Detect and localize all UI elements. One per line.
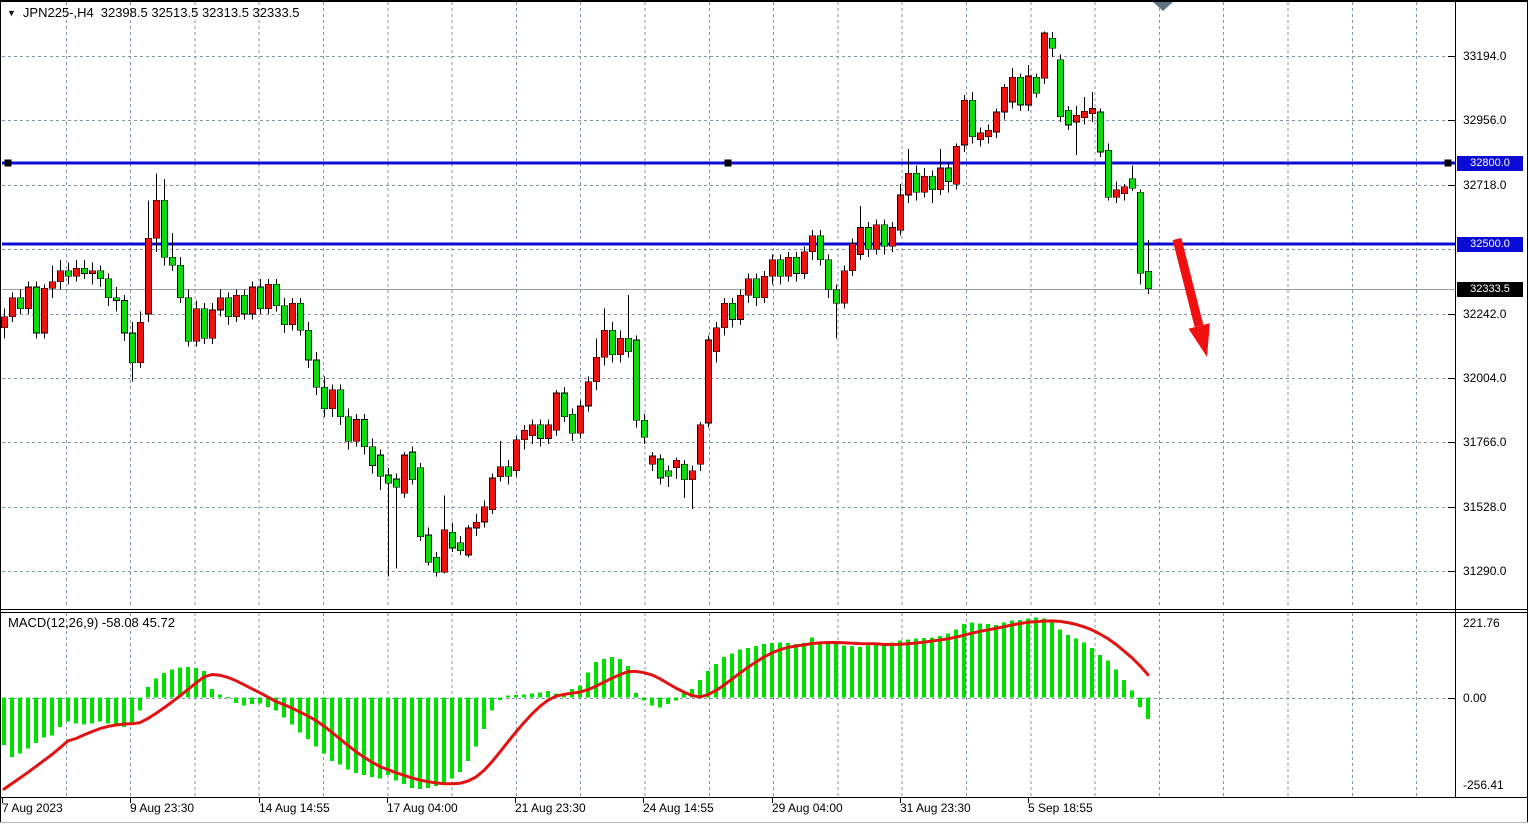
macd-axis-label: -256.41: [1463, 778, 1504, 792]
macd-histogram: [2, 617, 1150, 790]
price-axis-label: 31290.0: [1463, 564, 1507, 578]
time-axis-label: 5 Sep 18:55: [1028, 801, 1093, 815]
symbol-info-overlay: ▼ JPN225-,H4 32398.5 32513.5 32313.5 323…: [7, 5, 300, 20]
resistance-hline-32800[interactable]: [2, 159, 1455, 167]
macd-axis-label: 0.00: [1463, 690, 1487, 705]
price-badge-resistance: 32800.0: [1457, 155, 1523, 171]
time-axis-label: 14 Aug 14:55: [259, 801, 330, 815]
price-axis-label: 31528.0: [1463, 499, 1507, 514]
trend-arrow[interactable]: [1172, 237, 1210, 357]
time-axis-label: 29 Aug 04:00: [772, 801, 843, 815]
candlesticks: [1, 31, 1152, 577]
symbol-period-label: JPN225-,H4: [22, 5, 94, 20]
line-selection-handle[interactable]: [724, 159, 732, 167]
price-axis-label: 32004.0: [1463, 370, 1507, 385]
price-axis-label: 32242.0: [1463, 306, 1507, 321]
line-selection-handle[interactable]: [4, 159, 12, 167]
price-axis-label: 33194.0: [1463, 49, 1507, 63]
price-axis-label: 31766.0: [1463, 435, 1507, 450]
macd-indicator-label: MACD(12,26,9) -58.08 45.72: [8, 615, 175, 630]
time-axis-label: 31 Aug 23:30: [900, 801, 971, 815]
price-badge-support: 32500.0: [1457, 236, 1523, 252]
grid-layer: [2, 2, 1455, 797]
macd-axis-label: 221.76: [1463, 616, 1500, 630]
time-axis-label: 17 Aug 04:00: [387, 801, 458, 815]
time-axis-label: 7 Aug 2023: [2, 801, 63, 815]
price-axis-label: 32956.0: [1463, 113, 1507, 128]
symbol-dropdown-icon: ▼: [7, 7, 16, 18]
price-axis-label: 32718.0: [1463, 177, 1507, 192]
price-badge-bid: 32333.5: [1457, 281, 1523, 297]
ohlc-values: 32398.5 32513.5 32313.5 32333.5: [100, 5, 300, 20]
line-selection-handle[interactable]: [1444, 159, 1452, 167]
time-axis-label: 21 Aug 23:30: [515, 801, 586, 815]
time-axis-label: 9 Aug 23:30: [130, 801, 195, 815]
time-axis-label: 24 Aug 14:55: [643, 801, 714, 815]
axis-ticks: [2, 56, 1455, 803]
macd-signal-line: [2, 619, 1150, 791]
price-shift-icon: [1153, 2, 1173, 11]
